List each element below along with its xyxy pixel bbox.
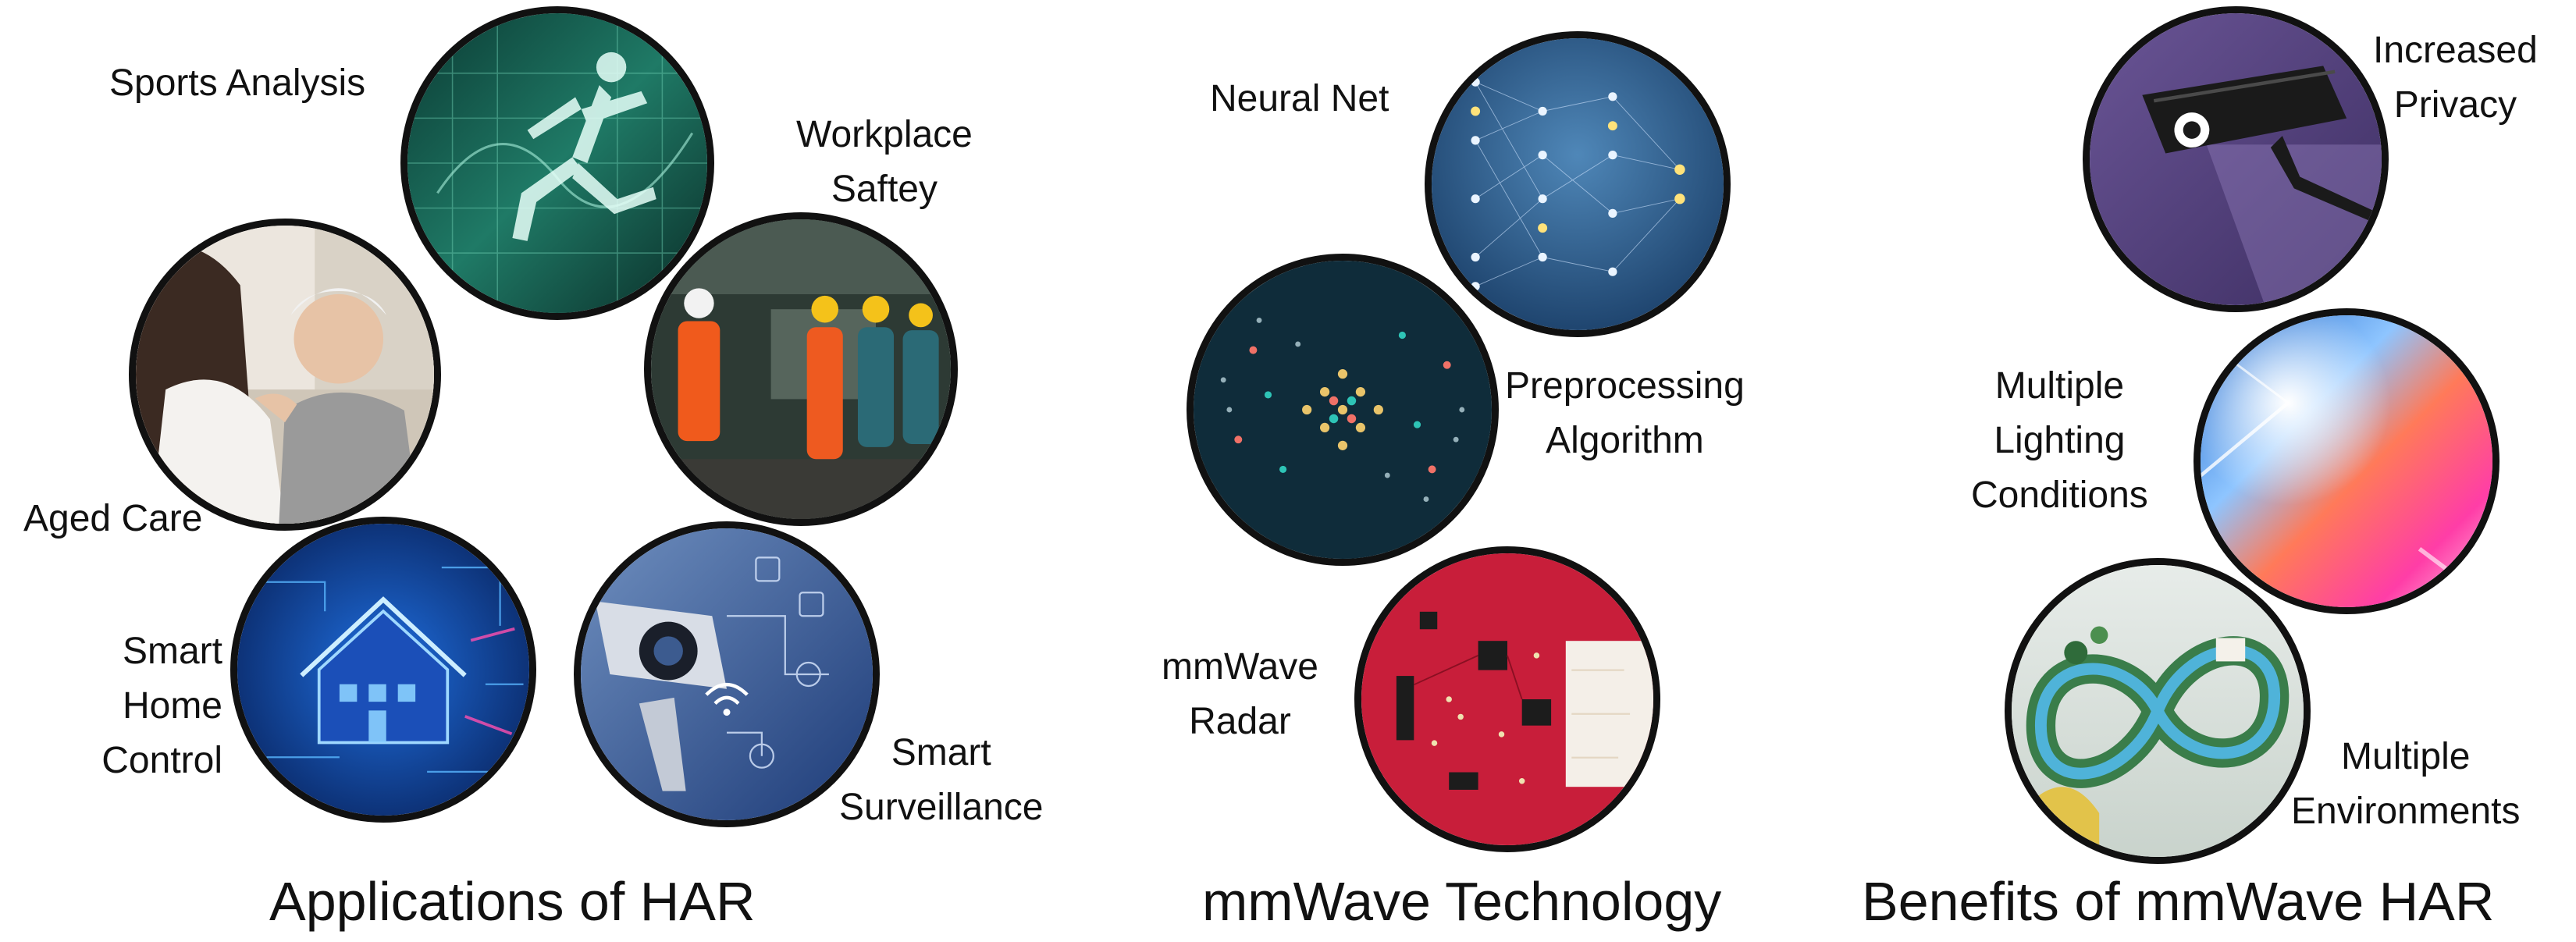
smart-surveillance-image — [574, 521, 880, 827]
multiple-lighting-image — [2194, 308, 2500, 614]
smart-surveillance-label: Smart Surveillance — [839, 732, 1044, 828]
benefits-title: Benefits of mmWave HAR — [1862, 871, 2495, 932]
preprocessing-algorithm-label: Preprocessing Algorithm — [1505, 365, 1745, 461]
increased-privacy-image — [2083, 6, 2389, 312]
multiple-environments-image — [2005, 558, 2311, 864]
smart-home-image — [230, 517, 536, 823]
smart-home-control-label: Smart Home Control — [101, 631, 222, 781]
multiple-environments-label: Multiple Environments — [2291, 736, 2521, 832]
mmwave-radar-label: mmWave Radar — [1162, 646, 1318, 742]
neural-net-label: Neural Net — [1210, 78, 1389, 119]
mmwave-technology-title: mmWave Technology — [1202, 871, 1722, 932]
sports-analysis-label: Sports Analysis — [109, 62, 366, 104]
mmwave-radar-image — [1354, 546, 1660, 852]
aged-care-label: Aged Care — [23, 498, 203, 539]
aged-care-image — [129, 219, 441, 531]
neural-net-image — [1425, 31, 1731, 337]
workplace-safety-image — [644, 212, 958, 526]
increased-privacy-label: Increased Privacy — [2373, 30, 2538, 126]
multiple-lighting-label: Multiple Lighting Conditions — [1971, 365, 2148, 516]
applications-title: Applications of HAR — [269, 871, 756, 932]
workplace-safety-label: Workplace Saftey — [796, 114, 973, 210]
sports-analysis-image — [400, 6, 714, 320]
preprocessing-image — [1187, 254, 1499, 566]
